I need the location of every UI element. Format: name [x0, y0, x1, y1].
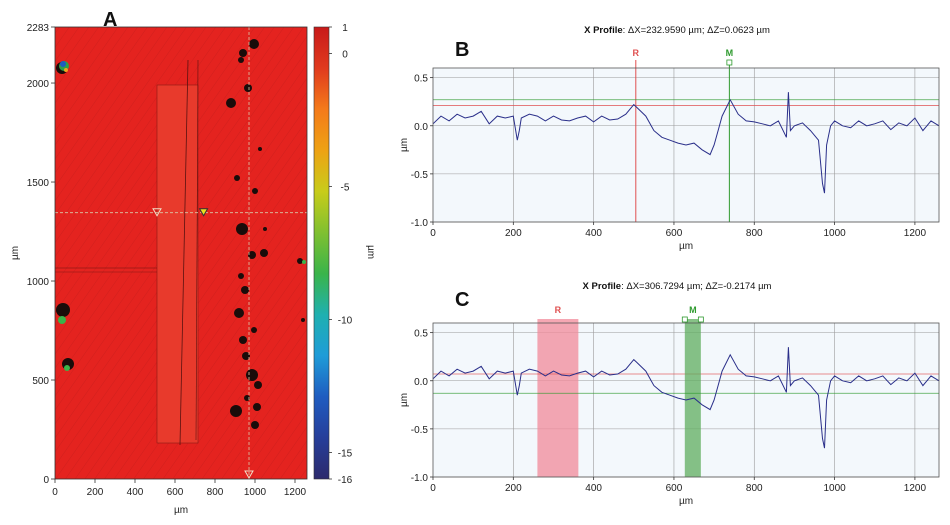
marker-triangle-m	[198, 208, 209, 217]
profile-markers	[152, 208, 254, 480]
x-tick-label: 400	[127, 487, 144, 498]
c-cursor-label-m: M	[689, 305, 697, 315]
colorbar-tick-label: 0	[342, 50, 348, 61]
panel-label-b: B	[455, 39, 469, 61]
x-tick-label: 1200	[284, 487, 307, 498]
c-x-tick-label: 600	[666, 483, 683, 494]
b-y-tick-label: 0.0	[414, 122, 428, 133]
x-tick-label: 0	[52, 487, 58, 498]
c-x-tick-label: 0	[430, 483, 436, 494]
profile-title-b-prefix: X Profile	[584, 25, 623, 36]
c-x-axis-label: µm	[679, 496, 693, 507]
b-y-tick-label: -1.0	[411, 218, 429, 229]
profile-chart-c: X Profile: ΔX=306.7294 µm; ΔZ=-0.2174 µm…	[399, 281, 940, 507]
scratch-track	[55, 59, 199, 446]
marker-triangle-bottom	[244, 470, 254, 480]
b-y-tick-label: 0.5	[414, 74, 428, 85]
colorbar-tick-label: -16	[338, 475, 353, 486]
profile-title-c: X Profile: ΔX=306.7294 µm; ΔZ=-0.2174 µm	[583, 281, 772, 292]
surface-map: 0 200 400 600 800 1000 1200 0 500 1000 1500 2000 22…	[10, 23, 376, 516]
surface-deep-spots	[58, 61, 306, 371]
surface-pits	[56, 39, 305, 429]
b-x-tick-label: 1200	[904, 228, 927, 239]
colorbar-tick-label: -15	[338, 448, 353, 459]
colorbar-tick-label: -5	[341, 183, 350, 194]
b-x-tick-label: 600	[666, 228, 683, 239]
profile-title-c-prefix: X Profile	[583, 281, 622, 292]
colorbar: 1 0 -5 -10 -15 -16	[313, 23, 353, 486]
c-cursor-label-r: R	[555, 305, 562, 315]
c-y-tick-label: -0.5	[411, 425, 429, 436]
y-tick-label: 1500	[27, 178, 50, 189]
x-tick-label: 600	[167, 487, 184, 498]
c-profile-line	[432, 347, 940, 449]
profile-title-b: X Profile: ΔX=232.9590 µm; ΔZ=0.0623 µm	[584, 25, 770, 36]
b-y-tick-label: -0.5	[411, 170, 429, 181]
colorbar-label: µm	[365, 245, 376, 259]
c-y-tick-label: -1.0	[411, 473, 429, 484]
c-x-tick-label: 1000	[823, 483, 846, 494]
c-plot-frame	[432, 322, 940, 478]
c-cursor-handle-m	[681, 316, 688, 323]
colorbar-tick-label: 1	[342, 23, 348, 34]
b-plot-frame	[432, 67, 940, 223]
y-tick-label: 0	[43, 475, 49, 486]
b-x-tick-label: 0	[430, 228, 436, 239]
b-x-tick-label: 800	[746, 228, 763, 239]
c-x-tick-label: 400	[585, 483, 602, 494]
panel-label-c: C	[455, 289, 469, 311]
surface-frame	[54, 26, 308, 480]
marker-triangle-r	[152, 208, 162, 217]
profile-title-b-values: : ΔX=232.9590 µm; ΔZ=0.0623 µm	[623, 25, 770, 36]
panel-label-a: A	[103, 9, 117, 31]
c-y-tick-label: 0.5	[414, 329, 428, 340]
colorbar-bar	[313, 26, 330, 480]
x-axis-ticks: 0 200 400 600 800 1000 1200	[52, 479, 307, 498]
x-tick-label: 200	[87, 487, 104, 498]
x-tick-label: 800	[207, 487, 224, 498]
profile-chart-b: X Profile: ΔX=232.9590 µm; ΔZ=0.0623 µm …	[399, 25, 940, 252]
b-cursor-handle-m	[726, 59, 733, 66]
y-tick-label: 2000	[27, 79, 50, 90]
y-tick-label: 2283	[27, 23, 50, 34]
b-cursor-label-m: M	[726, 48, 734, 58]
c-y-axis-label: µm	[399, 393, 410, 407]
b-y-axis-label: µm	[399, 138, 410, 152]
profile-title-c-values: : ΔX=306.7294 µm; ΔZ=-0.2174 µm	[621, 281, 771, 292]
c-cursor-band-r	[537, 319, 579, 477]
colorbar-tick-label: -10	[338, 315, 353, 326]
y-tick-label: 1000	[27, 277, 50, 288]
y-axis-ticks: 0 500 1000 1500 2000 2283	[27, 23, 55, 486]
y-tick-label: 500	[32, 376, 49, 387]
b-x-tick-label: 400	[585, 228, 602, 239]
b-cursor-label-r: R	[633, 48, 640, 58]
x-axis-label: µm	[174, 505, 188, 516]
c-x-tick-label: 200	[505, 483, 522, 494]
b-x-tick-label: 1000	[823, 228, 846, 239]
x-tick-label: 1000	[244, 487, 267, 498]
y-axis-label: µm	[10, 246, 21, 260]
b-profile-line	[432, 92, 940, 194]
b-x-axis-label: µm	[679, 241, 693, 252]
c-cursor-handle-m	[697, 316, 704, 323]
c-x-tick-label: 1200	[904, 483, 927, 494]
c-x-tick-label: 800	[746, 483, 763, 494]
c-y-tick-label: 0.0	[414, 377, 428, 388]
b-x-tick-label: 200	[505, 228, 522, 239]
